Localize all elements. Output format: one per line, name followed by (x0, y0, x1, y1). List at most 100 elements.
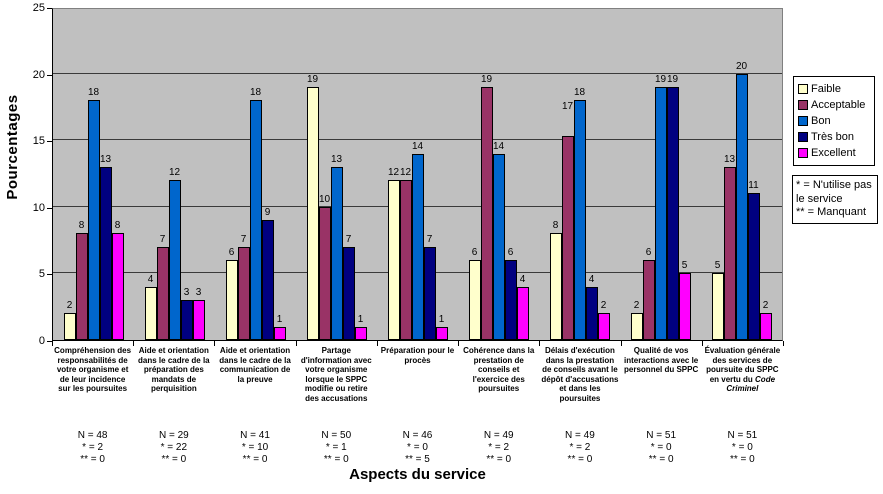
bar-slot: 19 (666, 9, 679, 340)
bar-tres-bon (504, 260, 517, 340)
bar-acceptable (480, 86, 493, 340)
bar-slot: 7 (237, 9, 250, 340)
category-label: Aide et orientation dans le cadre de la … (214, 346, 295, 403)
note-line: ** = Manquant (796, 206, 867, 218)
legend-item-bon: Bon (798, 113, 874, 129)
bar-excellent (759, 313, 772, 340)
gridline (53, 139, 782, 141)
bar-value-label: 14 (411, 140, 424, 152)
bar-slot: 2 (63, 9, 76, 340)
bar-slot: 6 (642, 9, 655, 340)
category-label: Aide et orientation dans le cadre de la … (133, 346, 214, 403)
bar-slot: 2 (759, 9, 772, 340)
bar-acceptable (561, 136, 574, 340)
star-value: * = 2 (82, 442, 104, 453)
bar-faible (306, 86, 319, 340)
bar-value-label: 6 (507, 247, 514, 259)
bar-value-label: 5 (714, 260, 721, 272)
bar-value-label: 11 (748, 180, 759, 192)
y-tick-mark (47, 141, 52, 143)
bar-bon (492, 153, 505, 340)
bar-value-label: 7 (426, 233, 433, 245)
legend-item-acceptable: Acceptable (798, 97, 874, 113)
legend-swatch (798, 116, 808, 126)
y-tick-mark (47, 341, 52, 342)
x-tick-mark (539, 341, 541, 346)
bar-value-label: 4 (519, 273, 526, 285)
bar-value-label: 3 (195, 287, 202, 299)
category-label-text: Aide et orientation dans le cadre de la … (219, 346, 291, 384)
category-n-label: N = 49 * = 2 ** = 0 (458, 430, 539, 466)
bar-value-label: 18 (249, 87, 262, 99)
bar-acceptable (318, 206, 331, 340)
category-label: Évaluation générale des services de pour… (702, 346, 783, 403)
bar-bon (330, 166, 343, 340)
y-tick-label: 20 (32, 68, 45, 81)
bar-value-label: 20 (735, 60, 748, 72)
bar-value-label: 4 (147, 273, 154, 285)
bar-value-label: 7 (240, 233, 247, 245)
legend-label: Acceptable (811, 99, 866, 111)
x-tick-mark (295, 341, 297, 346)
category-group: 6 7 18 9 1 (215, 9, 296, 340)
bar-slot: 19 (306, 9, 319, 340)
x-tick-mark (376, 341, 378, 346)
category-label-text: Délais d'exécution dans la prestation de… (541, 346, 619, 403)
legend: Faible Acceptable Bon Très bon Excellent (793, 76, 875, 166)
category-n-label: N = 51 * = 0 ** = 0 (621, 430, 702, 466)
bar-excellent (354, 326, 367, 340)
star-value: * = 2 (569, 442, 591, 453)
bar-value-label: 1 (438, 313, 445, 325)
bar-faible (387, 180, 400, 340)
bar-bon (249, 100, 262, 340)
category-n-label: N = 48 * = 2 ** = 0 (52, 430, 133, 466)
x-tick-mark (52, 341, 53, 346)
double-star-value: ** = 0 (80, 454, 105, 465)
bar-value-label: 4 (588, 273, 595, 285)
x-axis-title: Aspects du service (349, 466, 486, 483)
category-n-label: N = 51 * = 0 ** = 0 (702, 430, 783, 466)
bar-acceptable (156, 246, 169, 340)
bar-slot: 12 (399, 9, 412, 340)
category-group: 4 7 12 3 3 (134, 9, 215, 340)
bar-slot: 6 (504, 9, 517, 340)
bar-value-label: 19 (480, 73, 493, 85)
category-label-text: Cohérence dans la prestation de conseils… (463, 346, 535, 393)
bar-slot: 4 (585, 9, 598, 340)
bar-value-label: 6 (471, 247, 478, 259)
note-box: * = N'utilise pas le service ** = Manquan… (792, 175, 878, 224)
y-tick-mark (47, 8, 52, 9)
bar-slot: 8 (75, 9, 88, 340)
bar-slot: 4 (516, 9, 529, 340)
bar-bon (735, 73, 748, 340)
n-value: N = 29 (158, 430, 189, 441)
bar-slot: 17 (561, 9, 574, 340)
bar-value-label: 8 (78, 220, 85, 232)
bar-value-label: 12 (387, 167, 400, 179)
n-value: N = 49 (565, 430, 595, 441)
category-group: 2 6 19 19 5 (620, 9, 701, 340)
bar-slot: 14 (492, 9, 505, 340)
category-label: Qualité de vos interactions avec le pers… (621, 346, 702, 403)
category-n-label: N = 50 * = 1 ** = 0 (296, 430, 377, 466)
category-label-text: Préparation pour le procès (380, 346, 455, 365)
legend-swatch (798, 84, 808, 94)
star-value: * = 0 (731, 442, 753, 453)
category-label: Compréhension des responsabilités de vot… (52, 346, 133, 403)
double-star-value: ** = 0 (242, 454, 268, 465)
bar-value-label: 19 (666, 73, 679, 85)
legend-item-tres-bon: Très bon (798, 129, 874, 145)
legend-label: Bon (811, 115, 831, 127)
legend-label: Excellent (811, 147, 856, 159)
bar-value-label: 7 (159, 233, 166, 245)
bar-slot: 7 (342, 9, 355, 340)
y-tick-label: 0 (38, 335, 45, 347)
gridline (53, 72, 782, 74)
bar-acceptable (75, 233, 88, 340)
bar-value-label: 12 (168, 167, 181, 179)
category-label-text: Évaluation générale des services de pour… (704, 346, 781, 384)
bar-slot: 3 (180, 9, 193, 340)
bar-tres-bon (585, 286, 598, 340)
n-value: N = 46 (402, 430, 433, 441)
bar-slot: 6 (468, 9, 481, 340)
